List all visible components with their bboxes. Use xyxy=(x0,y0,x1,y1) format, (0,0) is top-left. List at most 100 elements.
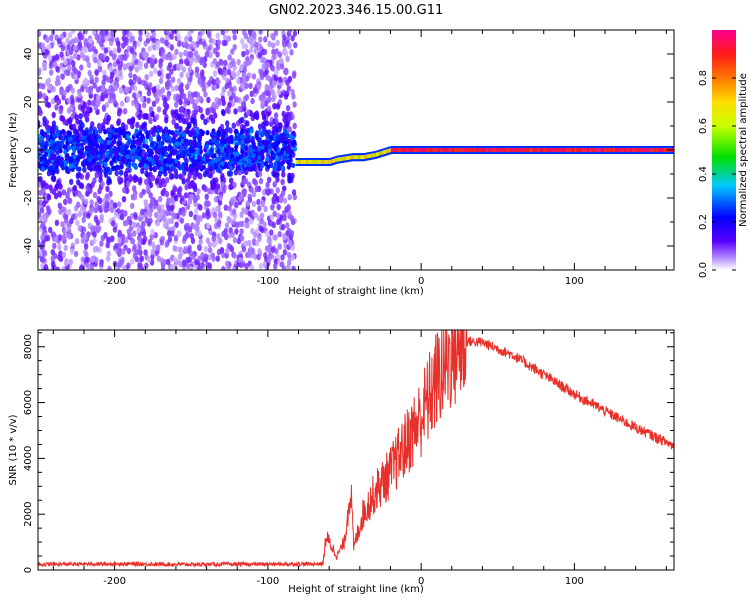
spectrogram-cell xyxy=(249,186,254,194)
spectrogram-cell xyxy=(95,94,101,101)
spectrogram-cell xyxy=(126,118,132,125)
spectrogram-cell xyxy=(38,69,41,77)
spectrogram-cell xyxy=(165,258,171,266)
spectrogram-cell xyxy=(171,30,176,34)
spectrogram-cell xyxy=(230,48,235,55)
spectrogram-cell xyxy=(134,102,140,110)
spectrogram-cell xyxy=(122,108,128,115)
spectrogram-cell xyxy=(148,217,153,225)
spectrogram-cell xyxy=(197,264,202,270)
spectrogram-cell xyxy=(206,96,211,104)
spectrogram-cell xyxy=(200,130,205,137)
spectrogram-cell xyxy=(291,140,296,146)
spectrogram-cell xyxy=(269,229,274,236)
spectrogram-cell xyxy=(447,148,450,152)
spectrogram-cell xyxy=(116,248,121,256)
spectrogram-cell xyxy=(379,151,382,156)
spectrogram-cell xyxy=(608,148,611,152)
spectrogram-cell xyxy=(257,247,262,255)
spectrogram-cell xyxy=(491,148,494,152)
spectrogram-cell xyxy=(249,128,254,134)
spectrogram-cell xyxy=(269,214,274,221)
spectrogram-cell xyxy=(201,80,206,88)
spectrogram-cell xyxy=(246,59,251,66)
spectrogram-cell xyxy=(85,185,90,192)
spectrogram-cell xyxy=(584,148,586,152)
spectrogram-cell xyxy=(50,255,55,262)
spectrogram-cell xyxy=(221,266,226,270)
spectrogram-cell xyxy=(60,73,65,80)
spectrogram-cell xyxy=(142,51,147,59)
spectrogram-cell xyxy=(180,195,185,202)
spectrogram-cell xyxy=(136,40,141,47)
spectrogram-cell xyxy=(90,148,95,154)
spectrogram-cell xyxy=(93,147,98,153)
spectrogram-cell xyxy=(461,148,464,152)
spectrogram-cell xyxy=(242,95,248,103)
spectrogram-cell xyxy=(518,148,521,152)
spectrogram-cell xyxy=(353,155,356,160)
spectrogram-cell xyxy=(148,202,153,209)
spectrogram-cell xyxy=(87,156,92,162)
spectrogram-cell xyxy=(114,242,119,250)
spectrogram-cell xyxy=(373,153,376,158)
spectrogram-cell xyxy=(152,125,157,132)
spectrogram-cell xyxy=(149,151,154,157)
spectrogram-cell xyxy=(183,165,188,171)
spectrogram-cell xyxy=(212,211,218,219)
spectrogram-cell xyxy=(557,148,560,152)
spectrogram-cell xyxy=(187,66,193,73)
spectrogram-cell xyxy=(234,128,239,134)
spectrogram-cell xyxy=(67,118,73,125)
spectrogram-cell xyxy=(93,216,99,223)
spectrogram-cell xyxy=(117,132,122,138)
spectrogram-cell xyxy=(184,224,189,232)
colorbar-tick-label: 0.0 xyxy=(698,262,709,278)
y-tick-label: 0 xyxy=(23,147,34,153)
spectrogram-cell xyxy=(180,151,185,157)
spectrogram-cell xyxy=(124,237,129,244)
spectrogram-cell xyxy=(144,74,149,81)
spectrogram-cell xyxy=(120,156,125,162)
spectrogram-cell xyxy=(154,199,159,206)
spectrogram-cell xyxy=(278,76,283,83)
spectrogram-cell xyxy=(246,138,251,144)
spectrogram-cell xyxy=(181,162,186,168)
spectrogram-cell xyxy=(522,148,525,152)
spectrogram-cell xyxy=(193,143,198,149)
spectrogram-cell xyxy=(270,89,276,97)
spectrogram-cell xyxy=(103,161,108,168)
spectrogram-cell xyxy=(287,194,292,201)
spectrogram-cell xyxy=(103,47,109,54)
spectrogram-cell xyxy=(130,139,136,146)
spectrogram-cell xyxy=(166,72,172,80)
spectrogram-cell xyxy=(239,211,244,218)
spectrogram-cell xyxy=(222,130,227,136)
spectrogram-cell xyxy=(423,148,426,152)
spectrogram-cell xyxy=(548,148,551,152)
spectrogram-cell xyxy=(259,74,265,81)
spectrogram-cell xyxy=(91,30,97,36)
spectrogram-cell xyxy=(92,157,97,163)
spectrogram-cell xyxy=(247,210,252,217)
spectrogram-cell xyxy=(76,171,82,178)
spectrogram-cell xyxy=(263,147,268,153)
spectrogram-cell xyxy=(218,211,223,218)
spectrogram-cell xyxy=(217,156,222,162)
spectrogram-cell xyxy=(251,152,256,159)
spectrogram-cell xyxy=(254,185,259,193)
spectrogram-cell xyxy=(247,193,252,200)
spectrogram-cell xyxy=(130,238,136,245)
spectrogram-cell xyxy=(283,93,289,100)
spectrogram-cell xyxy=(221,39,227,47)
spectrogram-cell xyxy=(251,200,257,208)
spectrogram-cell xyxy=(207,31,212,39)
spectrogram-cell xyxy=(411,148,414,152)
spectrogram-cell xyxy=(207,241,212,248)
spectrogram-cell xyxy=(121,196,127,203)
spectrogram-cell xyxy=(143,199,148,206)
spectrogram-cell xyxy=(291,265,296,270)
spectrogram-cell xyxy=(105,185,110,193)
spectrogram-cell xyxy=(57,243,62,251)
